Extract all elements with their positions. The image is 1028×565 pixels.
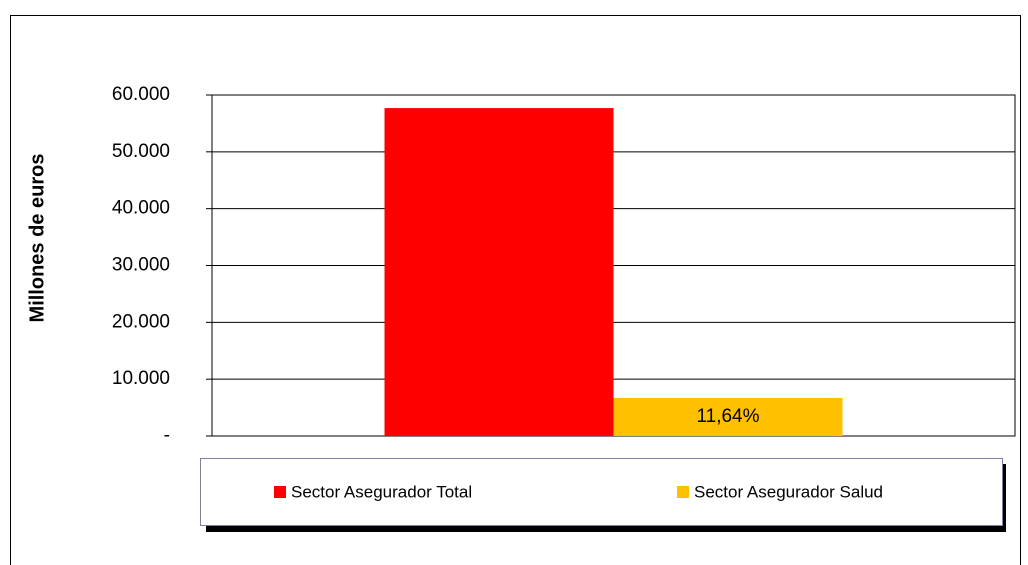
y-tick-label: 30.000 — [112, 255, 170, 276]
bar — [384, 108, 614, 437]
legend-swatch — [677, 486, 689, 498]
y-axis-title: Millones de euros — [26, 154, 48, 323]
y-tick-label: 40.000 — [112, 198, 170, 219]
legend-label: Sector Asegurador Salud — [694, 482, 883, 501]
legend — [200, 458, 1003, 526]
bar-annotation: 11,64% — [696, 406, 759, 427]
y-tick-label: 50.000 — [112, 141, 170, 162]
y-tick-label: 60.000 — [112, 84, 170, 105]
legend-swatch — [274, 486, 286, 498]
y-tick-label: 10.000 — [112, 368, 170, 389]
bar — [613, 397, 843, 436]
y-tick-label: 20.000 — [112, 311, 170, 332]
y-tick-label: - — [164, 425, 170, 446]
legend-label: Sector Asegurador Total — [291, 482, 472, 501]
